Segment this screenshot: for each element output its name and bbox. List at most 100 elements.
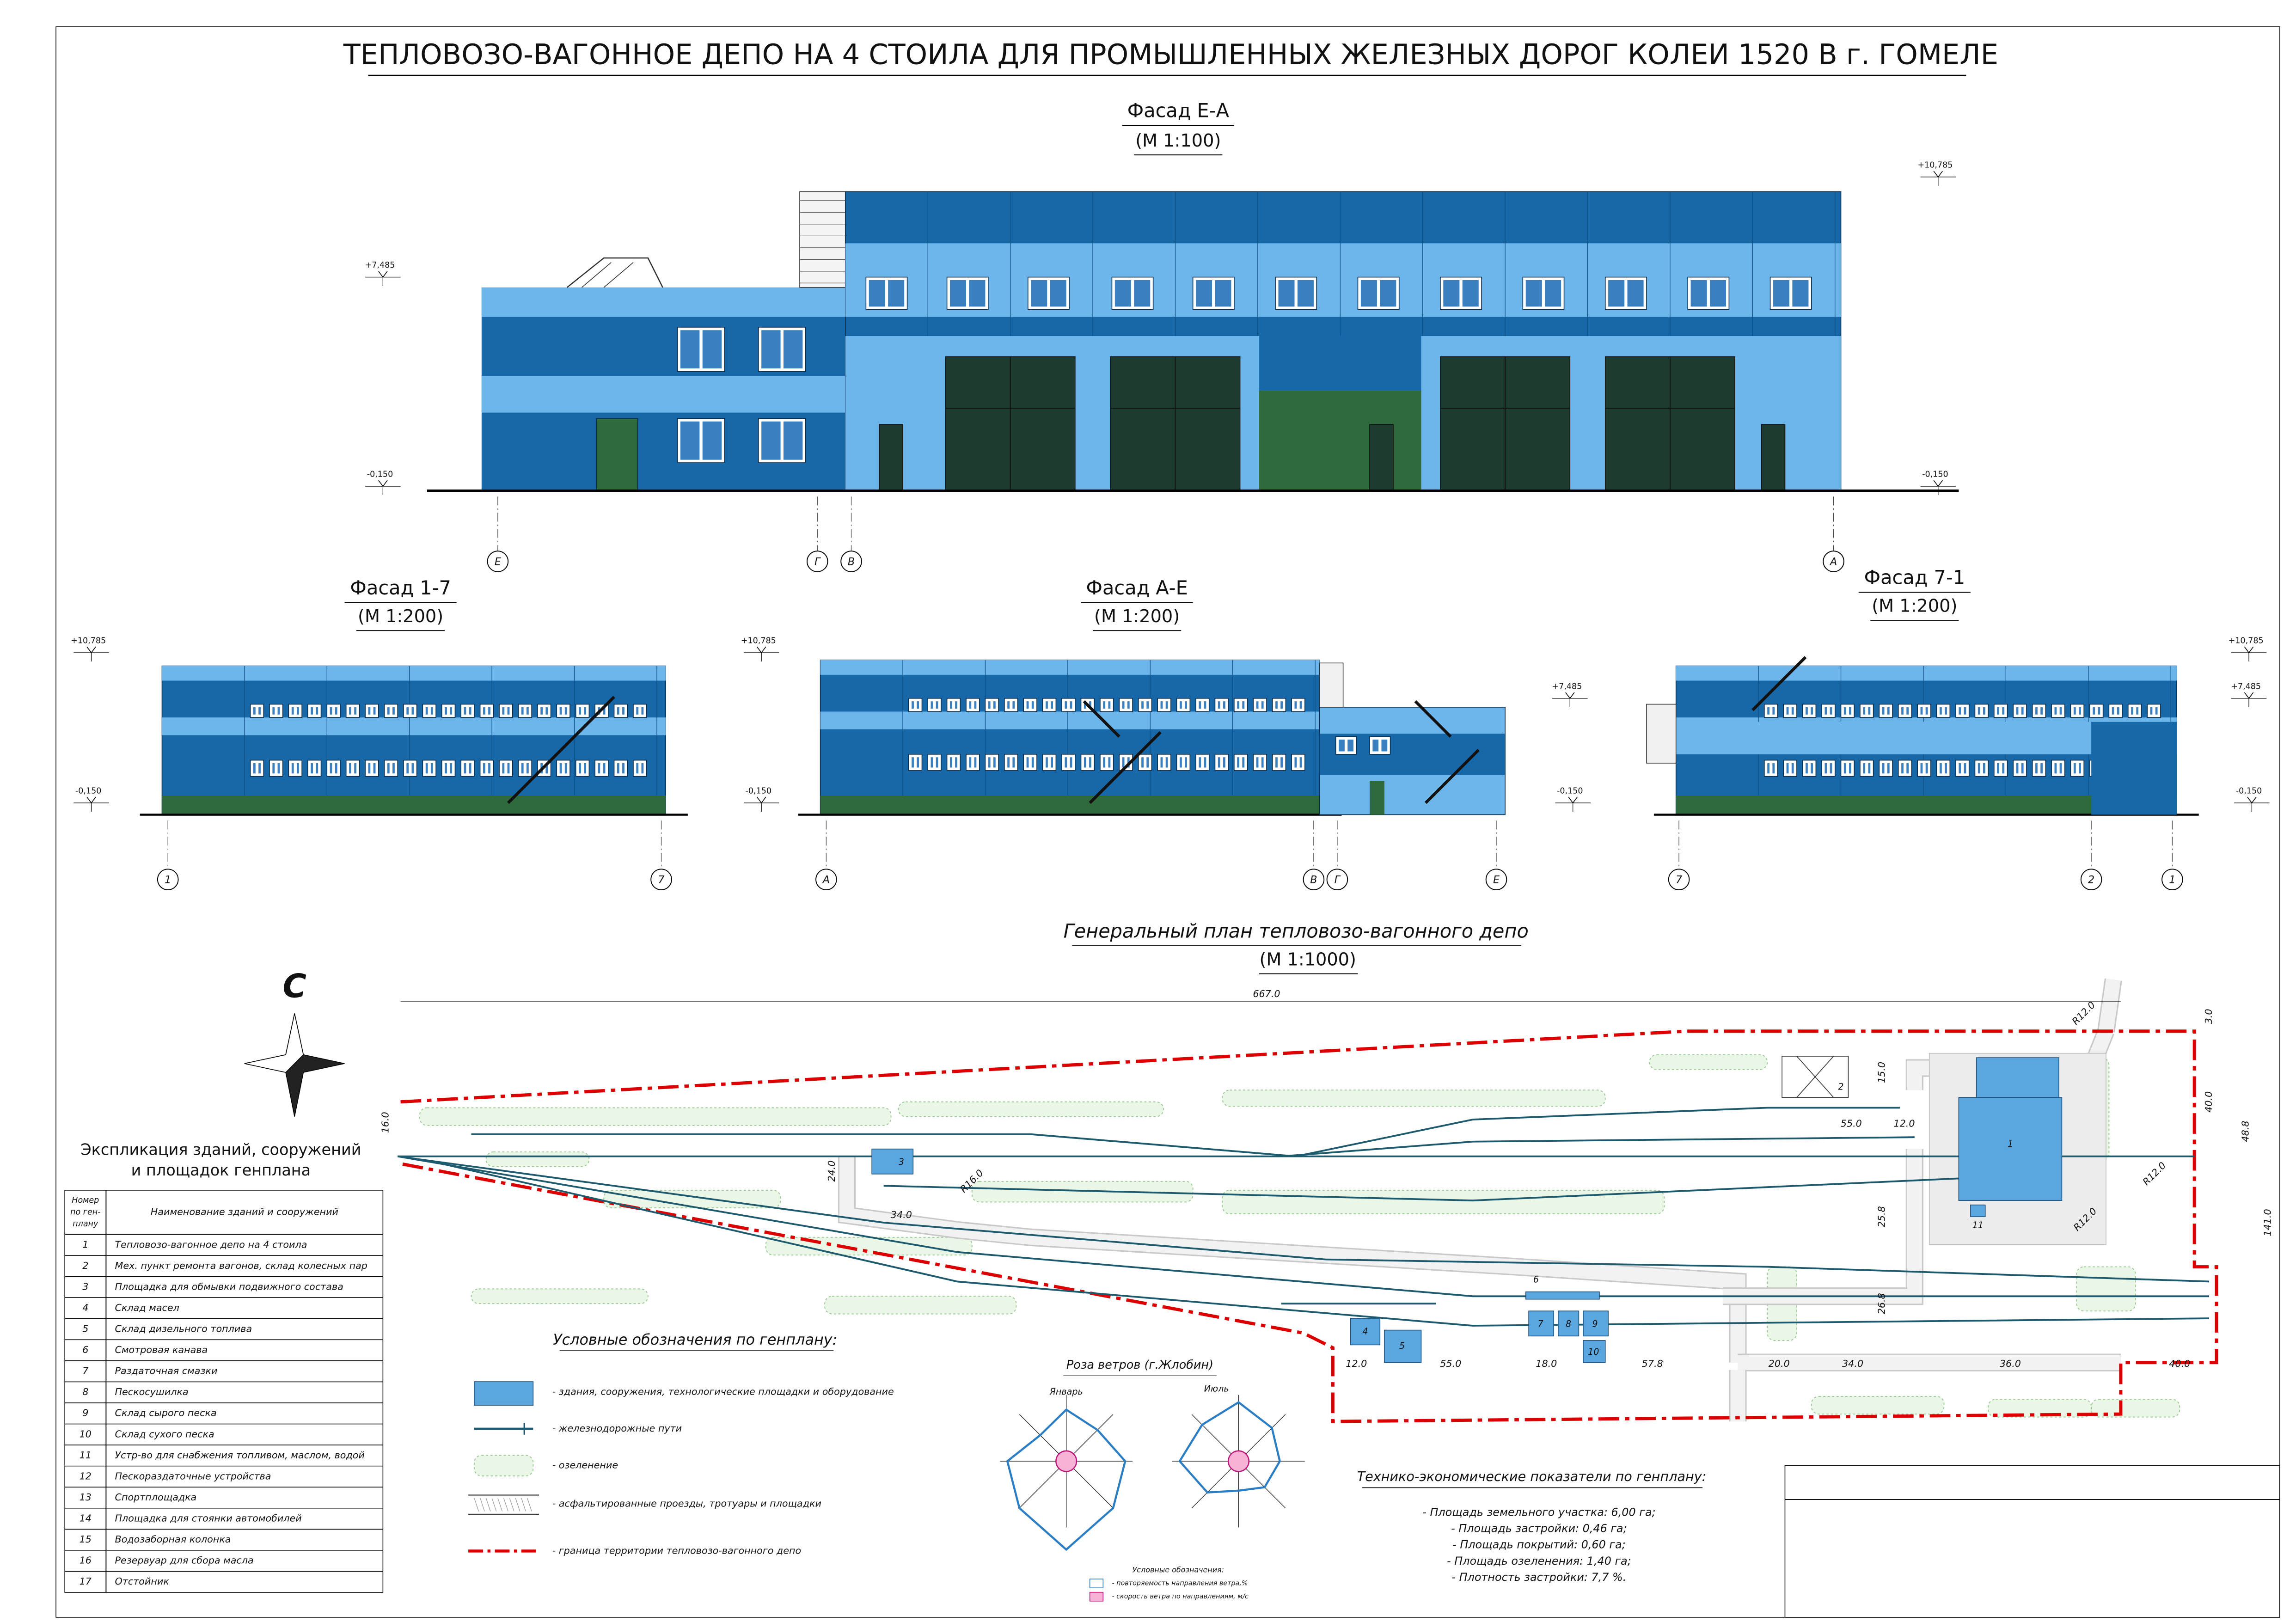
window-pane xyxy=(617,707,619,715)
legend-road-hatch xyxy=(527,1498,532,1512)
window xyxy=(1214,698,1229,712)
window-pane xyxy=(559,763,562,774)
window xyxy=(2013,759,2027,777)
north-label: С xyxy=(282,967,306,1005)
window-pane xyxy=(1627,280,1644,307)
window-pane xyxy=(1242,757,1245,768)
axis-label: Е xyxy=(495,556,502,568)
dimension-label: 12.0 xyxy=(1346,1358,1367,1369)
window-pane xyxy=(1065,757,1067,768)
window-pane xyxy=(2079,763,2081,774)
window xyxy=(1879,704,1893,718)
window-pane xyxy=(1204,701,1206,709)
window-pane xyxy=(1773,280,1790,307)
window-pane xyxy=(1339,739,1345,752)
window xyxy=(1783,704,1797,718)
window-pane xyxy=(1978,763,1980,774)
greenery xyxy=(471,1288,649,1304)
table-cell: Склад сырого песка xyxy=(115,1408,217,1419)
window-pane xyxy=(1223,757,1225,768)
window-pane xyxy=(1070,757,1072,768)
window xyxy=(2147,704,2161,718)
window-pane xyxy=(1237,701,1240,709)
window xyxy=(1080,754,1095,771)
window-pane xyxy=(1199,757,1201,768)
window-pane xyxy=(974,757,977,768)
window-pane xyxy=(2002,763,2005,774)
window xyxy=(1272,754,1286,771)
facade-scale: (М 1:200) xyxy=(358,606,443,627)
window-pane xyxy=(335,707,337,715)
level-label: +10,785 xyxy=(2229,637,2264,646)
window-pane xyxy=(869,280,885,307)
window xyxy=(250,704,264,718)
window xyxy=(927,754,942,771)
window-pane xyxy=(1261,757,1264,768)
table-cell: Тепловозо-вагонное депо на 4 стоила xyxy=(115,1239,307,1250)
table-cell: 4 xyxy=(82,1302,88,1313)
window-pane xyxy=(316,707,318,715)
level-label: -0,150 xyxy=(1922,470,1948,479)
window-pane xyxy=(702,330,722,369)
window xyxy=(499,759,513,777)
window-pane xyxy=(316,763,318,774)
greenery xyxy=(1988,1399,2092,1418)
window-pane xyxy=(1945,763,1947,774)
window-pane xyxy=(1792,280,1809,307)
table-cell: 17 xyxy=(80,1576,92,1587)
window-pane xyxy=(450,707,453,715)
window xyxy=(479,759,494,777)
wall-band xyxy=(481,376,845,413)
window-pane xyxy=(641,763,644,774)
window-pane xyxy=(1882,707,1885,715)
table-cell: Раздаточная смазки xyxy=(115,1365,218,1377)
window-pane xyxy=(2098,707,2100,715)
window-pane xyxy=(1887,707,1890,715)
window-pane xyxy=(1089,757,1091,768)
window-pane xyxy=(1380,280,1396,307)
window-pane xyxy=(1070,701,1072,709)
window-pane xyxy=(2059,707,2062,715)
dimension-label: 24.0 xyxy=(826,1160,837,1181)
window-pane xyxy=(936,757,938,768)
level-label: -0,150 xyxy=(367,470,393,479)
window-pane xyxy=(1050,280,1066,307)
window xyxy=(1936,759,1951,777)
window-pane xyxy=(1830,707,1832,715)
window-pane xyxy=(680,421,700,460)
window-pane xyxy=(1525,280,1542,307)
window-pane xyxy=(912,757,914,768)
axis-label: 1 xyxy=(2169,874,2175,886)
rose-month: Июль xyxy=(1204,1383,1229,1394)
window-pane xyxy=(1280,701,1283,709)
building-number: 11 xyxy=(1972,1220,1984,1230)
window-pane xyxy=(680,330,700,369)
rose-calm xyxy=(1227,1450,1250,1472)
legend-road-hatch xyxy=(509,1498,514,1512)
wall-band xyxy=(2091,722,2177,815)
wall-band xyxy=(820,660,1320,675)
window xyxy=(307,704,322,718)
axis-label: 2 xyxy=(2088,874,2094,886)
building-number: 1 xyxy=(2008,1139,2013,1150)
window-pane xyxy=(1108,701,1111,709)
window-pane xyxy=(335,763,337,774)
window-pane xyxy=(564,763,567,774)
north-arrow-half xyxy=(244,1013,304,1073)
window xyxy=(1176,698,1191,712)
railing xyxy=(581,262,612,288)
window xyxy=(1100,754,1114,771)
window-pane xyxy=(1146,757,1149,768)
window-pane xyxy=(936,701,938,709)
table-cell: Смотровая канава xyxy=(115,1344,208,1355)
axis-bubble xyxy=(1326,869,1348,890)
window xyxy=(2127,704,2142,718)
legend-greenery xyxy=(473,1455,534,1476)
rose-frequency xyxy=(1006,1408,1127,1551)
window-pane xyxy=(931,701,933,709)
window xyxy=(1898,704,1912,718)
window-pane xyxy=(392,707,395,715)
window-pane xyxy=(1868,763,1871,774)
window-pane xyxy=(521,707,524,715)
rose-axis xyxy=(1019,1414,1067,1462)
